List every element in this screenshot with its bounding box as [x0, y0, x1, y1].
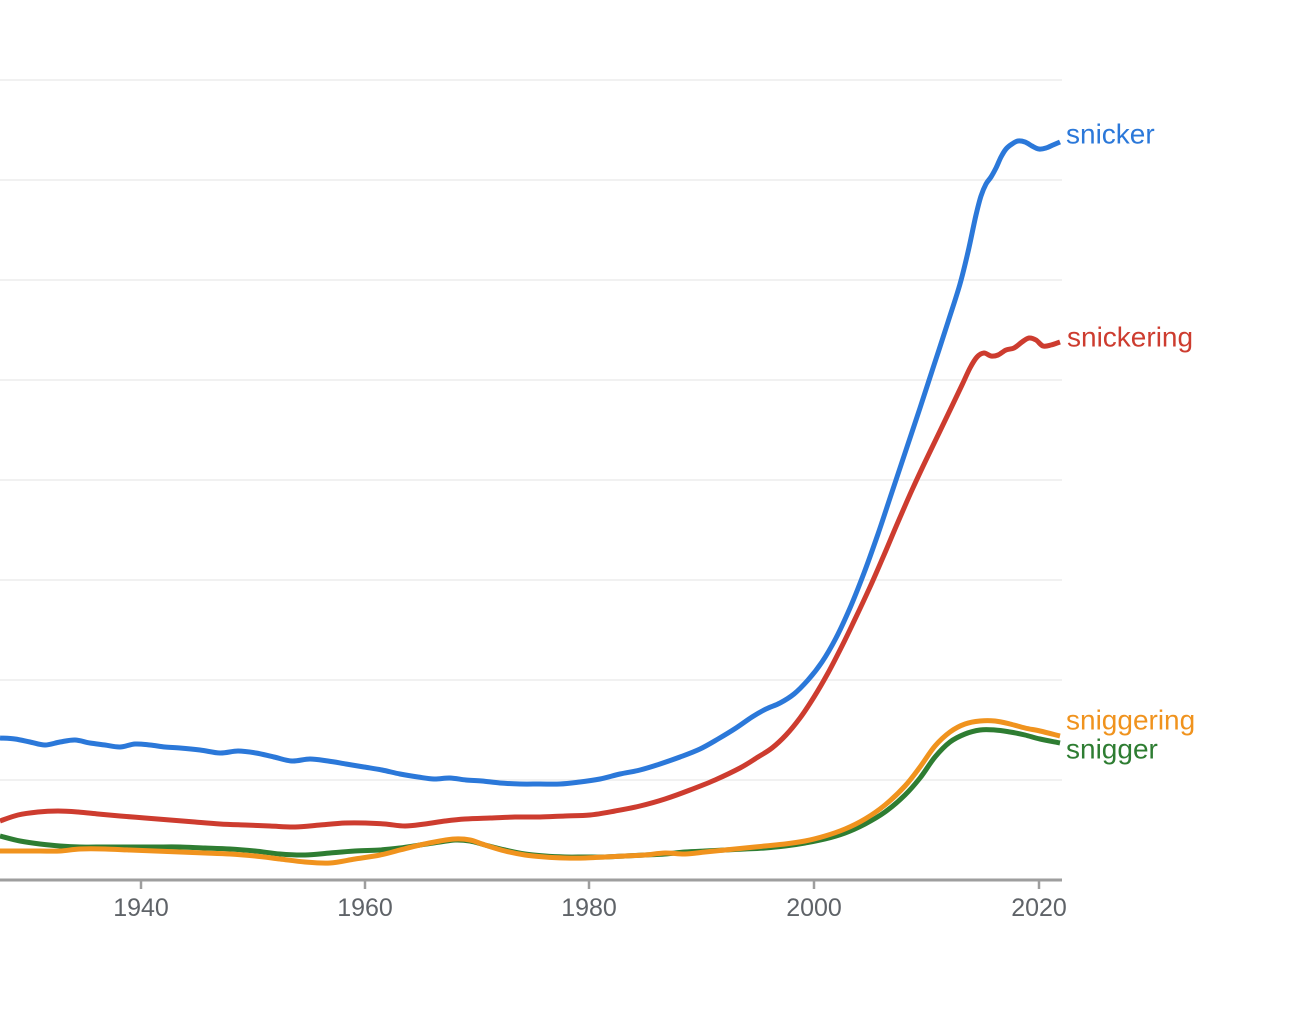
series-label-snigger[interactable]: snigger: [1066, 733, 1158, 765]
series-line-sniggering[interactable]: [0, 718, 1061, 866]
series-label-snickering[interactable]: snickering: [1067, 321, 1194, 353]
x-tick-label-2020: 2020: [1011, 894, 1067, 922]
x-tick-label-1960: 1960: [337, 894, 393, 922]
series-label-sniggering[interactable]: sniggering: [1066, 704, 1196, 736]
x-tick-label-2000: 2000: [786, 894, 842, 922]
series-label-snicker[interactable]: snicker: [1066, 118, 1155, 150]
x-tick-label-1980: 1980: [561, 894, 617, 922]
x-tick-label-1940: 1940: [113, 894, 169, 922]
series-line-snicker[interactable]: [0, 138, 1061, 787]
series-line-snickering[interactable]: [0, 335, 1061, 830]
